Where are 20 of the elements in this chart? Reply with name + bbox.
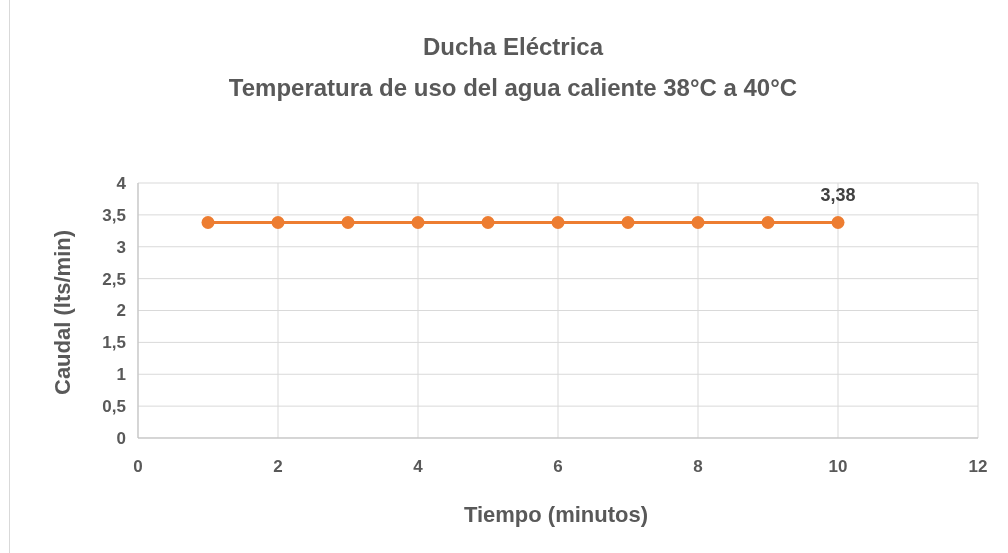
x-tick-label: 4 xyxy=(413,457,424,476)
y-tick-label: 3 xyxy=(116,237,126,257)
y-tick-label: 2 xyxy=(116,301,126,321)
y-tick-label: 0,5 xyxy=(102,397,126,417)
y-tick-label: 0 xyxy=(116,428,126,448)
x-tick-label: 0 xyxy=(133,457,143,476)
y-tick-label: 1,5 xyxy=(102,333,126,353)
y-tick-label: 2,5 xyxy=(102,269,126,289)
y-axis-title: Caudal (lts/min) xyxy=(50,229,75,396)
x-tick-label: 10 xyxy=(828,457,848,476)
x-tick-label: 2 xyxy=(273,457,283,476)
y-tick-label: 3,5 xyxy=(102,205,126,225)
x-tick-label: 8 xyxy=(693,457,703,476)
y-tick-label: 1 xyxy=(116,365,126,385)
x-tick-label: 6 xyxy=(553,457,563,476)
y-tick-label: 4 xyxy=(116,173,127,193)
chart-title: Ducha Eléctrica Temperatura de uso del agua caliente 38°C a 40°C xyxy=(228,33,798,101)
x-axis-title: Tiempo (minutos) xyxy=(463,502,649,527)
x-tick-label: 12 xyxy=(968,457,988,476)
data-label: 3,38 xyxy=(820,184,856,205)
